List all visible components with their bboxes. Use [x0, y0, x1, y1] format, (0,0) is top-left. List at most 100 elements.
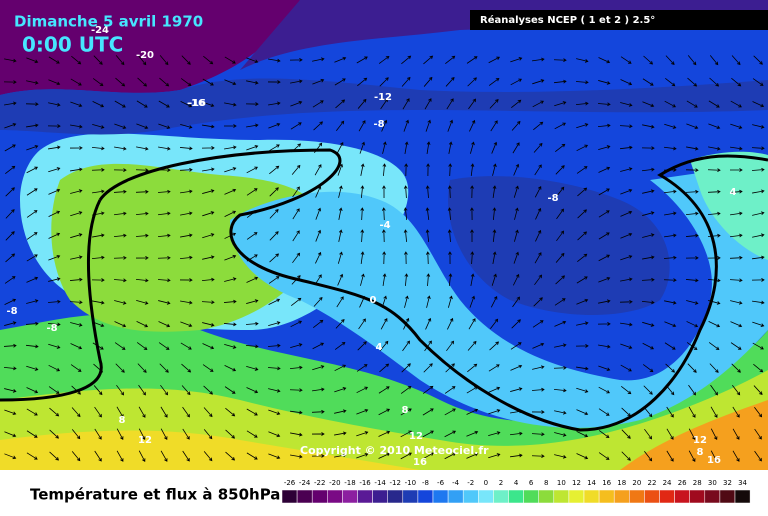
wind-arrow: [446, 340, 455, 352]
wind-arrow: [201, 146, 215, 150]
wind-arrow: [180, 101, 193, 108]
wind-arrow: [425, 317, 432, 330]
wind-arrow: [598, 254, 611, 262]
wind-arrow: [291, 275, 301, 285]
colorbar-label: 0: [484, 479, 488, 487]
wind-arrow: [445, 363, 455, 373]
wind-arrow: [710, 406, 718, 418]
wind-arrow: [555, 275, 565, 285]
wind-arrow: [5, 253, 16, 263]
wind-arrow: [709, 55, 719, 66]
wind-arrow: [91, 167, 105, 172]
colorbar-swatch: [629, 489, 645, 504]
wind-arrow: [642, 101, 655, 108]
wind-arrow: [687, 77, 698, 87]
wind-arrow: [25, 102, 39, 106]
colorbar-swatch: [598, 489, 615, 504]
wind-arrow: [180, 189, 193, 194]
colorbar-label: -26: [284, 479, 296, 487]
contour-label: -4: [379, 220, 390, 231]
wind-arrow: [114, 123, 127, 129]
wind-arrow: [535, 207, 542, 220]
wind-arrow: [685, 256, 699, 260]
wind-arrow: [158, 123, 171, 129]
wind-arrow: [488, 364, 500, 372]
wind-arrow: [730, 300, 743, 305]
wind-arrow: [357, 77, 368, 87]
wind-arrow: [554, 432, 567, 437]
wind-arrow: [48, 167, 61, 173]
wind-arrow: [70, 101, 83, 108]
wind-arrow: [224, 210, 237, 217]
wind-arrow: [92, 233, 105, 238]
wind-arrow: [707, 256, 721, 260]
wind-arrow: [114, 146, 127, 151]
wind-arrow: [157, 189, 171, 194]
wind-arrow: [444, 386, 456, 394]
wind-arrow: [664, 100, 676, 108]
wind-arrow: [48, 232, 61, 239]
wind-arrow: [290, 343, 303, 349]
wind-arrow: [553, 365, 567, 370]
wind-arrow: [267, 366, 281, 371]
wind-arrow: [337, 273, 344, 286]
contour-label: 4: [730, 187, 737, 198]
wind-arrow: [69, 300, 83, 305]
colorbar-swatch: [583, 489, 600, 504]
wind-arrow: [290, 320, 303, 328]
wind-arrow: [246, 123, 259, 128]
wind-arrow: [269, 165, 280, 175]
wind-arrow: [708, 146, 721, 151]
wind-arrow: [26, 123, 39, 128]
copyright: Copyright © 2010 Meteociel.fr: [300, 444, 489, 457]
colorbar-label: -16: [359, 479, 371, 487]
wind-arrow: [114, 321, 127, 328]
wind-arrow: [621, 407, 631, 417]
wind-arrow: [4, 122, 17, 129]
wind-arrow: [531, 410, 545, 414]
wind-arrow: [576, 387, 589, 393]
wind-arrow: [532, 320, 544, 328]
wind-arrow: [513, 251, 519, 264]
wind-arrow: [114, 342, 126, 350]
wind-arrow: [664, 123, 677, 129]
wind-arrow: [620, 232, 633, 239]
colorbar-label: 34: [738, 479, 747, 487]
wind-arrow: [598, 365, 611, 372]
wind-arrow: [182, 450, 190, 462]
wind-arrow: [245, 102, 259, 106]
wind-arrow: [643, 55, 654, 65]
wind-arrow: [246, 452, 258, 460]
wind-arrow: [598, 344, 611, 349]
wind-arrow: [688, 428, 696, 440]
wind-arrow: [754, 450, 762, 462]
wind-arrow: [382, 185, 386, 199]
wind-arrow: [159, 363, 169, 373]
wind-arrow: [444, 452, 456, 460]
wind-arrow: [382, 163, 387, 177]
wind-arrow: [137, 55, 147, 66]
wind-arrow: [138, 450, 146, 462]
colorbar-swatch: [508, 489, 524, 504]
wind-arrow: [25, 321, 39, 326]
wind-arrow: [267, 80, 281, 84]
colorbar-label: 20: [632, 479, 641, 487]
wind-arrow: [180, 78, 192, 87]
wind-arrow: [576, 123, 589, 129]
wind-arrow: [269, 187, 279, 197]
wind-arrow: [290, 432, 303, 437]
wind-arrow: [202, 233, 215, 239]
wind-arrow: [136, 342, 148, 351]
wind-arrow: [71, 55, 82, 65]
wind-arrow: [619, 124, 633, 129]
wind-arrow: [554, 343, 567, 348]
wind-arrow: [620, 56, 632, 64]
wind-arrow: [598, 430, 610, 438]
wind-arrow: [381, 207, 386, 221]
colorbar-swatch: [704, 489, 721, 504]
wind-arrow: [732, 406, 740, 418]
wind-arrow: [5, 231, 15, 241]
wind-arrow: [470, 251, 475, 265]
wind-arrow: [334, 387, 347, 393]
wind-arrow: [642, 321, 655, 327]
